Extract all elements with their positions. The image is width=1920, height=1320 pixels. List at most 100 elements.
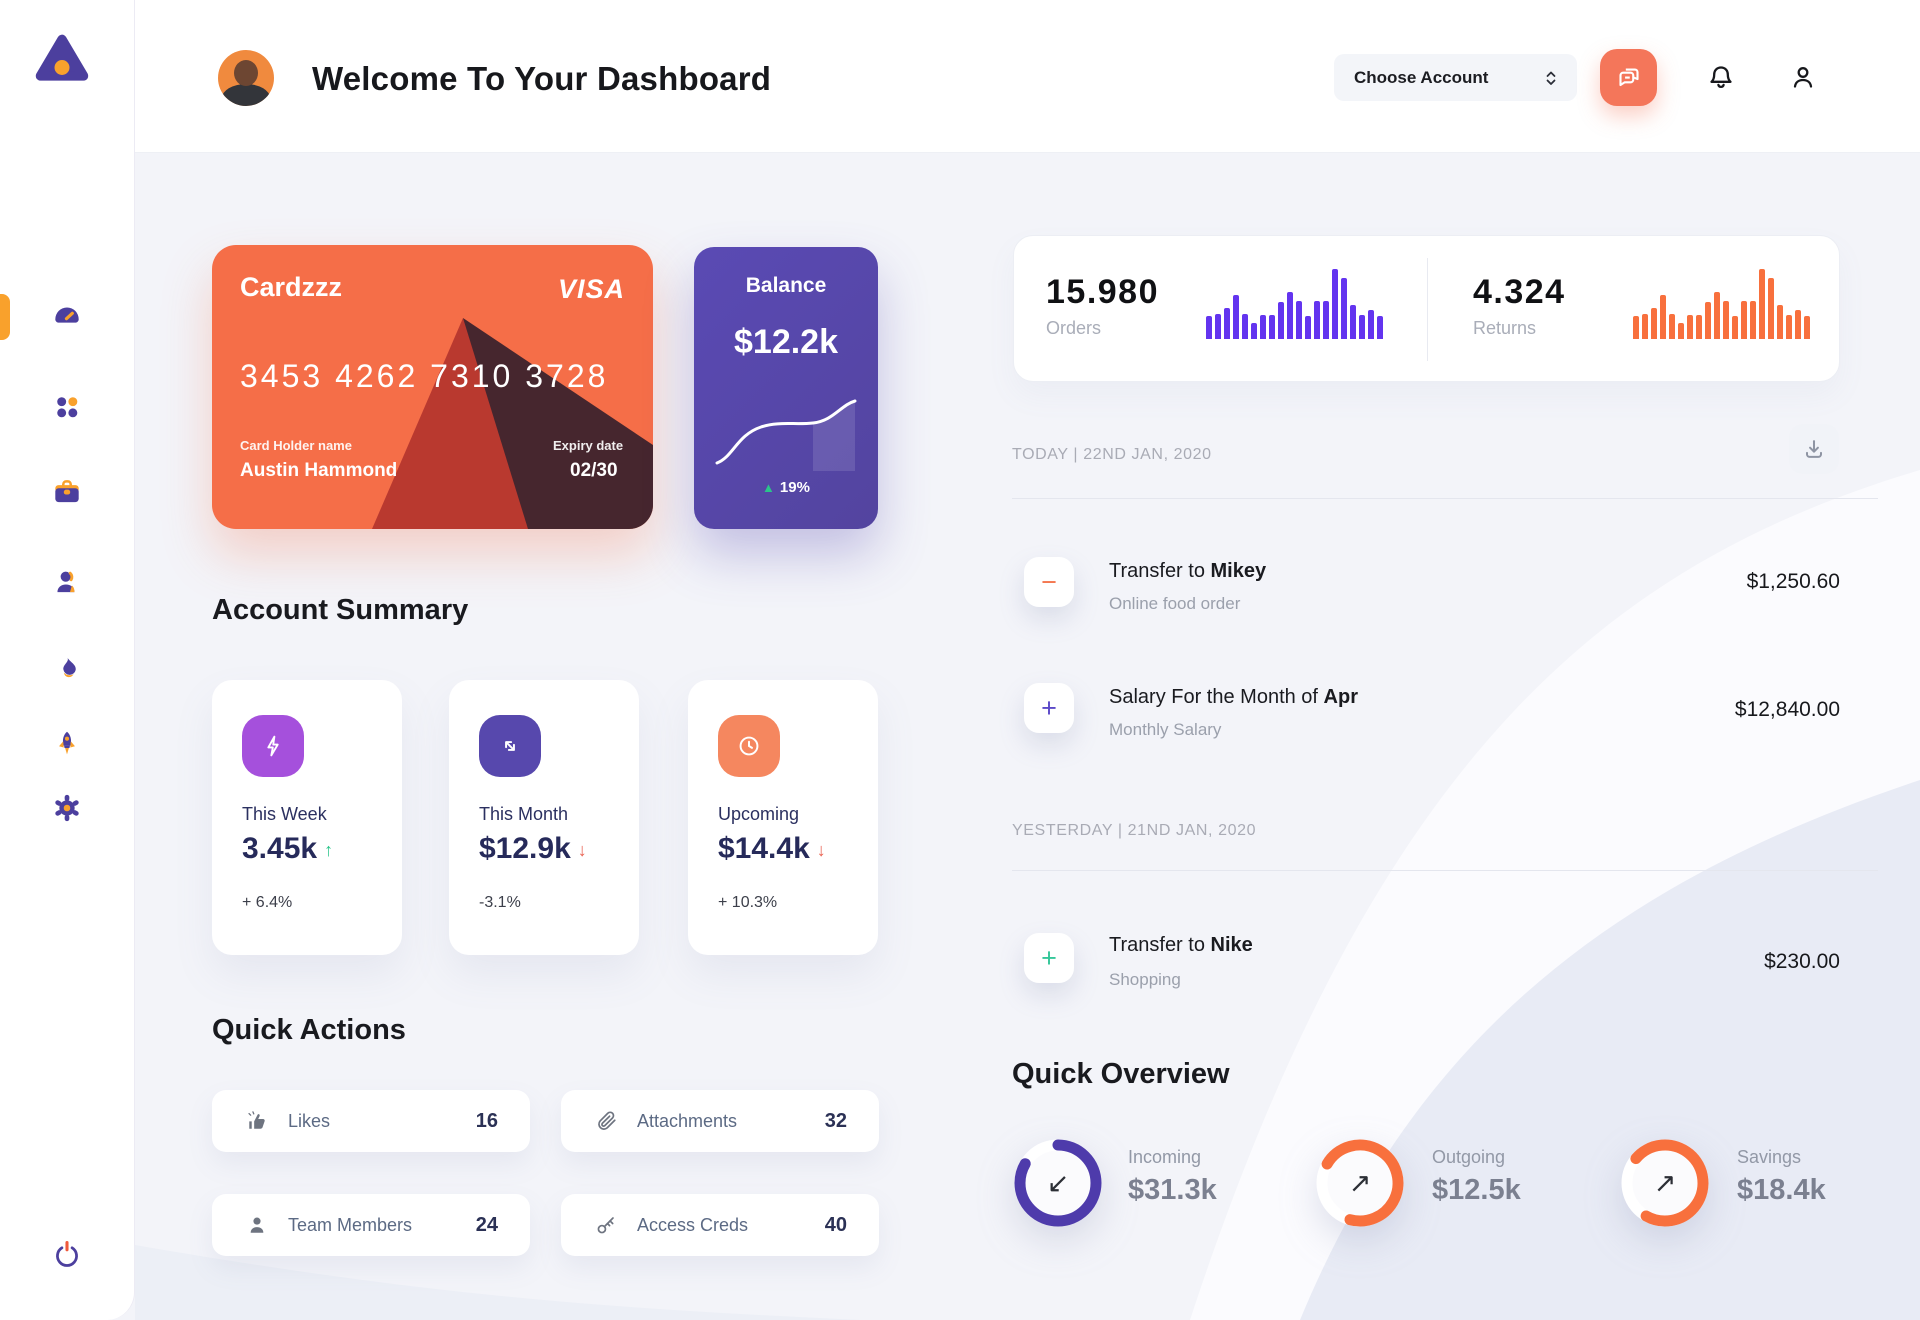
orders-label: Orders <box>1046 318 1102 338</box>
transaction-amount: $1,250.60 <box>1746 570 1840 593</box>
active-item-indicator <box>0 294 10 340</box>
arrow-down-icon: ↓ <box>577 840 587 860</box>
summary-card-this-month: This Month $12.9k ↓ -3.1% <box>449 680 639 955</box>
expiry-date: 02/30 <box>570 460 618 481</box>
flame-icon[interactable] <box>50 652 84 686</box>
overview-value: $31.3k <box>1128 1174 1217 1206</box>
quick-action-value: 16 <box>475 1109 498 1132</box>
overview-value: $12.5k <box>1432 1174 1521 1206</box>
overview-value: $18.4k <box>1737 1174 1826 1206</box>
quick-action-access-creds[interactable]: Access Creds 40 <box>561 1194 879 1256</box>
balance-card[interactable]: Balance $12.2k ▲ 19% <box>694 247 878 529</box>
quick-action-team-members[interactable]: Team Members 24 <box>212 1194 530 1256</box>
divider <box>1427 258 1428 361</box>
rocket-icon[interactable] <box>50 727 84 761</box>
balance-label: Balance <box>745 274 827 297</box>
diagonal-arrows-icon <box>479 715 541 777</box>
paperclip-icon <box>598 1111 616 1130</box>
chat-bubbles-icon <box>1618 67 1639 86</box>
user-icon[interactable] <box>1787 62 1819 94</box>
overview-label: Incoming <box>1128 1147 1202 1167</box>
arrow-down-icon: ↓ <box>816 840 826 860</box>
person-icon[interactable] <box>50 565 84 599</box>
lightning-icon <box>242 715 304 777</box>
visa-logo: VISA <box>557 274 625 304</box>
triangle-logo-icon[interactable] <box>32 30 92 90</box>
balance-line-chart <box>715 399 857 471</box>
outgoing-ring: ↗ <box>1313 1136 1407 1230</box>
summary-value: $12.9k ↓ <box>479 832 587 865</box>
summary-label: Upcoming <box>718 804 800 824</box>
overview-label: Savings <box>1737 1147 1802 1167</box>
savings-ring: ↗ <box>1618 1136 1712 1230</box>
overview-label: Outgoing <box>1432 1147 1506 1167</box>
transaction-sign-plus: + <box>1024 683 1074 733</box>
quick-action-attachments[interactable]: Attachments 32 <box>561 1090 879 1152</box>
account-select-label: Choose Account <box>1354 67 1489 87</box>
avatar[interactable] <box>218 50 274 106</box>
divider <box>1012 498 1878 499</box>
orders-bar-chart <box>1206 269 1391 339</box>
power-icon[interactable] <box>50 1237 84 1271</box>
orders-value: 15.980 <box>1046 273 1159 311</box>
download-button[interactable] <box>1789 424 1839 474</box>
team-member-icon <box>250 1217 264 1233</box>
arrow-up-icon: ↑ <box>324 840 334 860</box>
clap-hands-icon <box>248 1111 265 1129</box>
account-select[interactable]: Choose Account <box>1334 54 1577 101</box>
card-holder-label: Card Holder name <box>240 438 352 453</box>
arrow-up-icon: ▲ <box>762 480 775 495</box>
returns-label: Returns <box>1473 318 1537 338</box>
transaction-subtitle: Shopping <box>1109 970 1181 989</box>
transaction-title[interactable]: Salary For the Month of Apr <box>1109 686 1358 708</box>
transaction-title[interactable]: Transfer to Mikey <box>1109 560 1267 582</box>
page-title: Welcome To Your Dashboard <box>312 60 772 97</box>
grid-dots-icon[interactable] <box>50 390 84 424</box>
expiry-label: Expiry date <box>553 438 624 453</box>
briefcase-icon[interactable] <box>50 475 84 509</box>
summary-delta: -3.1% <box>479 894 521 911</box>
summary-label: This Month <box>479 804 569 824</box>
gear-icon[interactable] <box>50 791 84 825</box>
date-header-yesterday: YESTERDAY | 21ND JAN, 2020 <box>1012 822 1257 839</box>
arrow-up-right-icon: ↗ <box>1348 1167 1372 1198</box>
quick-overview-title: Quick Overview <box>1012 1058 1230 1090</box>
quick-actions-title: Quick Actions <box>212 1014 406 1046</box>
updown-chevrons-icon <box>1546 71 1556 85</box>
transaction-subtitle: Online food order <box>1109 594 1241 613</box>
sidebar <box>0 0 135 1320</box>
card-decoration <box>372 318 653 529</box>
summary-delta: + 6.4% <box>242 894 293 911</box>
incoming-ring: ↙ <box>1011 1136 1105 1230</box>
transaction-title[interactable]: Transfer to Nike <box>1109 934 1253 956</box>
summary-card-upcoming: Upcoming $14.4k ↓ + 10.3% <box>688 680 878 955</box>
transaction-amount: $12,840.00 <box>1734 698 1840 721</box>
returns-bar-chart <box>1633 269 1818 339</box>
credit-card[interactable]: Cardzzz VISA 3453 4262 7310 3728 Card Ho… <box>212 245 653 529</box>
quick-action-label: Access Creds <box>637 1214 749 1235</box>
balance-trend: ▲ 19% <box>762 479 810 496</box>
orders-returns-card: 15.980 Orders 4.324 Returns <box>1013 235 1840 382</box>
date-header-today: TODAY | 22ND JAN, 2020 <box>1012 446 1212 463</box>
download-icon <box>1805 440 1823 458</box>
speedometer-icon[interactable] <box>50 299 84 333</box>
chat-button[interactable] <box>1600 49 1657 106</box>
header: Welcome To Your Dashboard Choose Account <box>135 0 1920 153</box>
quick-action-label: Team Members <box>288 1214 413 1235</box>
transaction-sign-minus: − <box>1024 557 1074 607</box>
divider <box>1012 870 1878 871</box>
quick-action-label: Likes <box>288 1110 331 1131</box>
quick-action-likes[interactable]: Likes 16 <box>212 1090 530 1152</box>
quick-action-value: 32 <box>824 1109 847 1132</box>
summary-card-this-week: This Week 3.45k ↑ + 6.4% <box>212 680 402 955</box>
key-icon <box>597 1217 614 1234</box>
bell-icon[interactable] <box>1705 62 1737 94</box>
card-name: Cardzzz <box>240 272 343 302</box>
arrow-up-right-icon: ↗ <box>1653 1167 1677 1198</box>
quick-action-label: Attachments <box>637 1110 738 1131</box>
returns-value: 4.324 <box>1473 273 1566 311</box>
summary-delta: + 10.3% <box>718 894 778 911</box>
card-number: 3453 4262 7310 3728 <box>240 358 609 394</box>
transaction-sign-plus: + <box>1024 933 1074 983</box>
